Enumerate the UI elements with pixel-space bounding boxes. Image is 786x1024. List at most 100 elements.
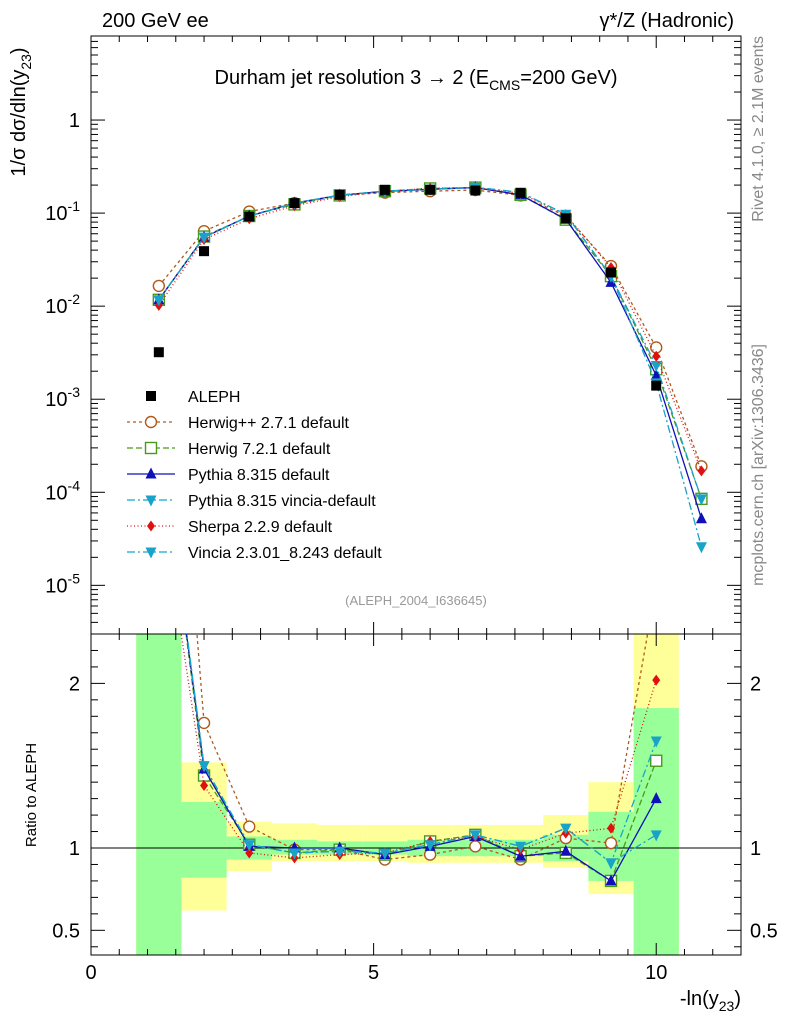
series-point	[695, 512, 707, 524]
legend-label: Herwig 7.2.1 default	[188, 441, 331, 458]
side-label-top: Rivet 4.1.0, ≥ 2.1M events	[750, 36, 767, 222]
legend-label: ALEPH	[188, 389, 240, 406]
ratio-series-point	[334, 846, 346, 858]
ratio-plot-frame	[90, 633, 742, 956]
series-point	[650, 368, 662, 380]
ratio-series-point	[469, 830, 481, 842]
ratio-panel-frame: 0 5 10 0.5 0.5 1 1 2 2	[52, 633, 778, 984]
ratio-series-point	[605, 858, 617, 870]
side-label-bottom: mcplots.cern.ch [arXiv:1306.3436]	[750, 344, 767, 586]
ratio-y-tick-label-right: 1	[750, 838, 761, 860]
main-y-axis-label: 1/σ dσ/dln(y23)	[8, 47, 34, 176]
series-point	[695, 494, 707, 506]
legend-label: Pythia 8.315 vincia-default	[188, 493, 376, 510]
series-point	[695, 542, 707, 554]
data-point	[425, 184, 436, 195]
ratio-series-herwig-2-7-1-default	[196, 634, 649, 866]
ratio-series-point	[650, 754, 663, 767]
legend-label: Pythia 8.315 default	[188, 467, 330, 484]
data-point	[153, 347, 164, 358]
legend-marker	[145, 547, 157, 559]
header-right: γ*/Z (Hadronic)	[600, 10, 734, 32]
header-left: 200 GeV ee	[102, 10, 209, 32]
ratio-y-tick-label: 2	[69, 673, 80, 695]
legend: ALEPH Herwig++ 2.7.1 default Herwig 7.2.1 …	[127, 389, 382, 562]
series-sherpa-2-2-9-default	[154, 182, 706, 477]
y-tick-label: 10-4	[45, 477, 80, 504]
y-tick-label: 10-2	[45, 291, 80, 318]
main-title: Durham jet resolution 3 → 2 (ECMS=200 Ge…	[215, 67, 618, 93]
legend-entry: Sherpa 2.2.9 default	[127, 519, 333, 536]
ratio-y-tick-label: 1	[69, 838, 80, 860]
legend-entry: ALEPH	[146, 389, 240, 406]
ratio-series-line	[186, 634, 657, 864]
legend-label: Sherpa 2.2.9 default	[188, 519, 333, 536]
ratio-series-point	[652, 674, 661, 686]
data-point	[560, 213, 571, 224]
ratio-series-line	[186, 634, 657, 864]
ratio-y-tick-label: 0.5	[52, 920, 80, 942]
data-point	[470, 185, 481, 196]
x-tick-label: 10	[645, 962, 667, 984]
ratio-series-point	[424, 840, 436, 852]
watermark: (ALEPH_2004_I636645)	[345, 593, 487, 608]
ratio-series-point	[515, 849, 527, 861]
x-tick-label: 0	[85, 962, 96, 984]
ratio-y-tick-label-right: 0.5	[750, 920, 778, 942]
series-point	[650, 361, 662, 373]
legend-entry: Vincia 2.3.01_8.243 default	[127, 545, 382, 562]
legend-entry: Pythia 8.315 vincia-default	[127, 493, 376, 510]
legend-marker	[147, 520, 155, 532]
ratio-series-vincia-2-3-01-8-243-default	[186, 634, 662, 870]
y-tick-label: 10-5	[45, 570, 80, 597]
ratio-series-point	[200, 779, 209, 791]
legend-marker	[146, 391, 156, 401]
ratio-series-line	[196, 634, 649, 861]
main-panel-frame: 10-5 10-4 10-3 10-2 10-1 1	[45, 35, 742, 955]
ratio-series-pythia-8-315-vincia-default	[186, 634, 662, 870]
data-point	[606, 267, 616, 278]
data-point	[651, 380, 662, 391]
ratio-uncertainty-bands	[136, 634, 679, 955]
ratio-series-point	[604, 836, 618, 850]
legend-marker	[144, 415, 158, 429]
legend-marker	[145, 495, 157, 507]
ratio-series-point	[469, 840, 482, 853]
ratio-series-point	[197, 716, 211, 730]
ratio-series-line	[185, 634, 657, 882]
ratio-y-axis-label: Ratio to ALEPH	[23, 743, 40, 847]
ratio-series-line	[180, 634, 657, 859]
ratio-series-point	[243, 840, 255, 852]
ratio-series-point	[379, 848, 391, 860]
ratio-series-point	[198, 761, 210, 773]
ratio-series-point	[560, 823, 572, 835]
y-tick-label: 10-3	[45, 384, 80, 411]
y-tick-label: 1	[69, 110, 80, 132]
ratio-series-point	[560, 844, 572, 856]
data-point	[244, 211, 255, 222]
legend-marker	[145, 467, 157, 479]
text-layer: 200 GeV ee γ*/Z (Hadronic) (ALEPH_2004_I…	[8, 10, 767, 1014]
ratio-series-sherpa-2-2-9-default	[180, 634, 661, 864]
main-series-layer	[152, 181, 708, 554]
ratio-series-point	[607, 822, 615, 834]
ratio-series-point	[650, 792, 662, 804]
series-point	[152, 279, 166, 293]
ratio-series-point	[650, 830, 662, 842]
legend-entry: Herwig++ 2.7.1 default	[127, 415, 350, 432]
ratio-series-point	[245, 847, 254, 859]
x-axis-label: -ln(y23)	[680, 988, 741, 1014]
ratio-series-layer	[180, 634, 663, 888]
legend-label: Herwig++ 2.7.1 default	[188, 415, 350, 432]
data-point	[379, 184, 390, 195]
ratio-y-tick-label-right: 2	[750, 673, 761, 695]
ratio-band-stat	[181, 801, 227, 878]
series-point	[697, 465, 706, 477]
legend-marker	[144, 441, 158, 455]
data-point	[515, 187, 526, 198]
ratio-band-stat	[136, 634, 182, 955]
legend-label: Vincia 2.3.01_8.243 default	[188, 545, 382, 562]
data-point	[289, 198, 300, 209]
x-tick-label: 5	[368, 962, 379, 984]
